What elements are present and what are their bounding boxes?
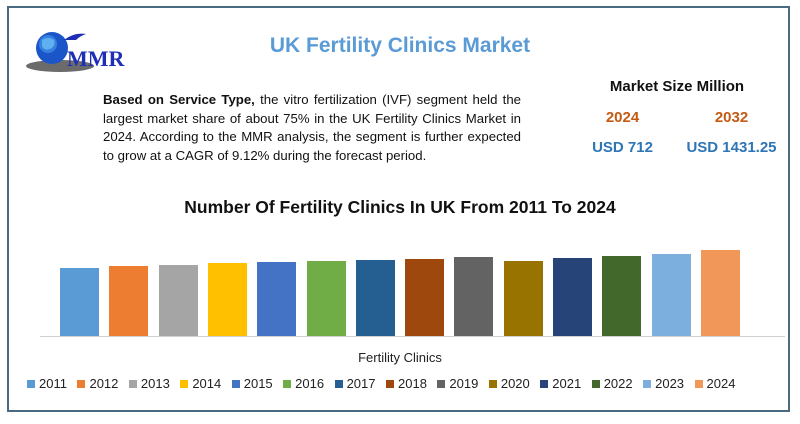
- legend-label: 2011: [39, 376, 67, 391]
- bar-2016: [306, 261, 346, 336]
- legend-swatch-icon: [488, 379, 497, 388]
- legend-swatch-icon: [540, 379, 549, 388]
- market-size-year-end: 2032: [714, 109, 749, 126]
- bar-2021: [553, 258, 592, 336]
- legend-item-2015: 2015: [231, 376, 273, 391]
- bar-2019: [454, 257, 494, 336]
- description-text: the vitro fertilization (IVF) segment he…: [103, 92, 522, 163]
- legend-label: 2024: [706, 376, 736, 391]
- market-size-years: 2024 2032: [568, 109, 786, 126]
- mmr-logo: [22, 28, 162, 80]
- legend-swatch-icon: [128, 379, 137, 388]
- legend-swatch-icon: [283, 379, 292, 388]
- bar-2014: [207, 263, 247, 336]
- legend-label: 2020: [500, 376, 530, 391]
- legend-label: 2013: [140, 376, 170, 391]
- legend-item-2011: 2011: [27, 376, 67, 391]
- legend-swatch-icon: [643, 379, 652, 388]
- bar-2015: [257, 262, 297, 336]
- legend-label: 2017: [346, 376, 376, 391]
- description-lead: Based on Service Type,: [103, 92, 255, 107]
- bar-2012: [109, 266, 149, 336]
- bar-chart-plot: [40, 240, 785, 337]
- legend-item-2019: 2019: [437, 376, 478, 391]
- market-size-panel: Market Size Million 2024 2032 USD 712 US…: [568, 78, 786, 156]
- page-title: UK Fertility Clinics Market: [269, 34, 531, 57]
- bar-2024: [700, 250, 740, 336]
- x-axis-line: [40, 336, 785, 337]
- x-axis-label: Fertility Clinics: [358, 350, 442, 365]
- bar-2018: [405, 259, 445, 336]
- legend-label: 2019: [449, 376, 479, 391]
- legend-item-2020: 2020: [488, 376, 530, 391]
- legend-item-2018: 2018: [386, 376, 427, 391]
- bar-2022: [602, 256, 642, 336]
- globe-icon: [26, 32, 94, 72]
- legend-item-2017: 2017: [334, 376, 376, 391]
- legend-label: 2012: [89, 376, 119, 391]
- legend-label: 2014: [192, 376, 222, 391]
- bar-2011: [60, 268, 99, 336]
- legend-item-2012: 2012: [77, 376, 118, 391]
- bar-2013: [158, 265, 198, 336]
- market-size-value-end: USD 1431.25: [686, 139, 777, 156]
- market-size-year-start: 2024: [605, 109, 640, 126]
- legend-swatch-icon: [27, 379, 35, 388]
- market-size-values: USD 712 USD 1431.25: [568, 139, 786, 156]
- legend-item-2024: 2024: [694, 376, 736, 391]
- legend-label: 2022: [603, 376, 633, 391]
- legend-item-2022: 2022: [591, 376, 633, 391]
- legend-item-2023: 2023: [643, 376, 684, 391]
- legend-swatch-icon: [180, 379, 189, 388]
- legend-item-2016: 2016: [283, 376, 324, 391]
- market-size-title: Market Size Million: [609, 78, 745, 95]
- legend-item-2013: 2013: [128, 376, 170, 391]
- bar-2023: [651, 254, 691, 336]
- infographic-frame: [7, 6, 790, 412]
- chart-title: Number Of Fertility Clinics In UK From 2…: [184, 197, 616, 217]
- market-size-value-start: USD 712: [592, 139, 653, 156]
- legend-swatch-icon: [231, 379, 240, 388]
- legend-swatch-icon: [386, 379, 394, 388]
- legend-label: 2018: [398, 376, 427, 391]
- legend-item-2021: 2021: [540, 376, 581, 391]
- chart-legend: 2011 2012 2013 2014 2015 2016 2017 2018 2019 2020…: [27, 376, 746, 391]
- legend-swatch-icon: [77, 379, 86, 388]
- legend-label: 2015: [243, 376, 273, 391]
- legend-label: 2021: [552, 376, 582, 391]
- description-paragraph: Based on Service Type, the vitro fertili…: [103, 91, 521, 165]
- legend-swatch-icon: [591, 379, 600, 388]
- legend-swatch-icon: [334, 379, 343, 388]
- logo-text: MMR: [67, 46, 125, 71]
- legend-item-2014: 2014: [180, 376, 221, 391]
- legend-label: 2016: [295, 376, 325, 391]
- legend-label: 2023: [655, 376, 685, 391]
- bar-2020: [503, 261, 543, 336]
- bar-2017: [355, 260, 395, 336]
- legend-swatch-icon: [694, 379, 703, 388]
- legend-swatch-icon: [437, 379, 446, 388]
